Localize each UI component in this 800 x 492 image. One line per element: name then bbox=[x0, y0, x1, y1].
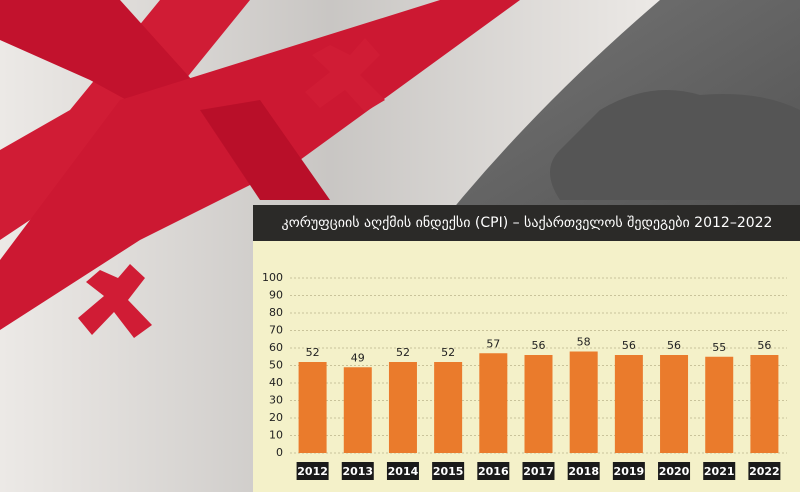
title-bar bbox=[253, 205, 800, 241]
bar bbox=[388, 362, 417, 453]
y-tick-label: 80 bbox=[269, 306, 283, 319]
x-tick-label: 2021 bbox=[704, 465, 735, 478]
y-tick-label: 20 bbox=[269, 411, 283, 424]
value-label: 56 bbox=[532, 339, 546, 352]
value-label: 56 bbox=[622, 339, 636, 352]
x-tick-label: 2014 bbox=[388, 465, 419, 478]
x-tick-label: 2018 bbox=[568, 465, 599, 478]
x-label-box bbox=[296, 462, 329, 480]
x-label-box bbox=[522, 462, 555, 480]
bar bbox=[569, 351, 598, 453]
y-tick-label: 40 bbox=[269, 376, 283, 389]
bar bbox=[298, 362, 327, 453]
bar bbox=[479, 353, 508, 453]
y-tick-label: 10 bbox=[269, 429, 283, 442]
value-label: 55 bbox=[712, 341, 726, 354]
value-label: 56 bbox=[667, 339, 681, 352]
y-tick-label: 0 bbox=[276, 446, 283, 459]
value-label: 52 bbox=[306, 346, 320, 359]
bar bbox=[614, 355, 643, 453]
x-tick-label: 2013 bbox=[342, 465, 373, 478]
bar bbox=[343, 367, 372, 453]
x-label-box bbox=[567, 462, 600, 480]
x-label-box bbox=[612, 462, 645, 480]
value-label: 49 bbox=[351, 351, 365, 364]
x-tick-label: 2022 bbox=[749, 465, 780, 478]
value-label: 52 bbox=[396, 346, 410, 359]
x-tick-label: 2012 bbox=[297, 465, 328, 478]
y-tick-label: 70 bbox=[269, 324, 283, 337]
y-tick-label: 50 bbox=[269, 359, 283, 372]
x-tick-label: 2017 bbox=[523, 465, 554, 478]
x-label-box bbox=[477, 462, 510, 480]
value-label: 58 bbox=[577, 336, 591, 349]
bar bbox=[524, 355, 553, 453]
x-label-box bbox=[703, 462, 736, 480]
x-label-box bbox=[341, 462, 374, 480]
y-tick-label: 30 bbox=[269, 394, 283, 407]
y-tick-label: 100 bbox=[262, 271, 283, 284]
y-tick-label: 90 bbox=[269, 289, 283, 302]
bar bbox=[660, 355, 689, 453]
bar bbox=[434, 362, 463, 453]
value-label: 56 bbox=[757, 339, 771, 352]
x-tick-label: 2020 bbox=[659, 465, 690, 478]
value-label: 57 bbox=[486, 337, 500, 350]
value-label: 52 bbox=[441, 346, 455, 359]
x-label-box bbox=[386, 462, 419, 480]
bar bbox=[705, 356, 734, 453]
y-tick-label: 60 bbox=[269, 341, 283, 354]
x-label-box bbox=[432, 462, 465, 480]
x-label-box bbox=[748, 462, 781, 480]
x-tick-label: 2016 bbox=[478, 465, 509, 478]
bar bbox=[750, 355, 779, 453]
chart-title: კორუფციის აღქმის ინდექსი (CPI) – საქართვ… bbox=[282, 214, 773, 231]
x-tick-label: 2015 bbox=[433, 465, 464, 478]
x-label-box bbox=[658, 462, 691, 480]
x-tick-label: 2019 bbox=[614, 465, 645, 478]
